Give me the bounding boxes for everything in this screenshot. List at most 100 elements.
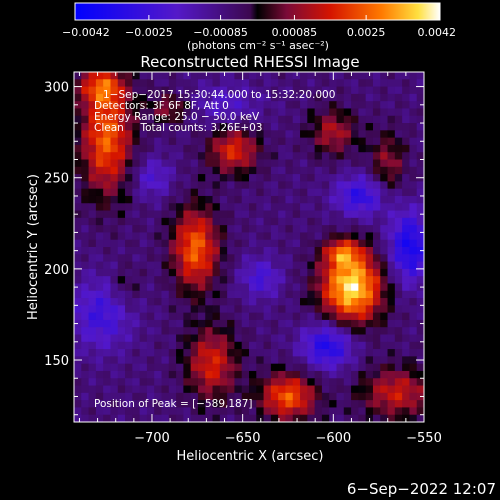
- heatmap-cell: [402, 268, 410, 277]
- heatmap-cell: [416, 123, 424, 131]
- heatmap-cell: [81, 188, 89, 197]
- heatmap-cell: [227, 385, 235, 394]
- heatmap-cell: [307, 166, 316, 175]
- heatmap-cell: [292, 349, 301, 357]
- heatmap-cell: [343, 210, 352, 219]
- heatmap-cell: [132, 108, 141, 117]
- heatmap-cell: [409, 312, 418, 321]
- heatmap-cell: [176, 400, 184, 408]
- heatmap-cell: [117, 327, 126, 335]
- heatmap-cell: [197, 101, 206, 109]
- heatmap-cell: [263, 305, 272, 314]
- heatmap-cell: [329, 137, 337, 146]
- heatmap-cell: [263, 137, 272, 146]
- heatmap-cell: [241, 166, 250, 175]
- heatmap-cell: [125, 283, 133, 292]
- heatmap-cell: [234, 130, 243, 139]
- heatmap-cell: [307, 305, 316, 314]
- heatmap-cell: [249, 370, 257, 379]
- heatmap-cell: [314, 210, 323, 219]
- heatmap-cell: [74, 79, 82, 87]
- heatmap-cell: [336, 363, 345, 372]
- heatmap-cell: [205, 305, 213, 314]
- heatmap-cell: [394, 312, 403, 321]
- heatmap-cell: [372, 363, 381, 372]
- heatmap-cell: [351, 247, 359, 255]
- heatmap-cell: [234, 195, 243, 204]
- heatmap-cell: [307, 188, 316, 197]
- heatmap-cell: [241, 144, 250, 153]
- heatmap-cell: [88, 276, 97, 284]
- heatmap-cell: [256, 385, 264, 394]
- heatmap-cell: [88, 130, 97, 139]
- heatmap-cell: [132, 195, 141, 204]
- heatmap-cell: [351, 276, 359, 284]
- heatmap-cell: [168, 407, 177, 416]
- heatmap-cell: [95, 290, 104, 299]
- heatmap-cell: [278, 312, 286, 321]
- heatmap-cell: [95, 363, 104, 372]
- heatmap-cell: [88, 93, 97, 102]
- heatmap-cell: [234, 356, 243, 365]
- heatmap-cell: [183, 392, 192, 401]
- heatmap-cell: [300, 319, 308, 328]
- heatmap-cell: [365, 276, 374, 284]
- heatmap-cell: [95, 101, 104, 109]
- heatmap-cell: [205, 203, 213, 211]
- heatmap-cell: [292, 385, 301, 394]
- heatmap-cell: [256, 392, 264, 401]
- heatmap-cell: [365, 123, 374, 131]
- heatmap-cell: [197, 400, 206, 408]
- heatmap-cell: [351, 232, 359, 241]
- heatmap-cell: [285, 370, 294, 379]
- heatmap-cell: [125, 392, 133, 401]
- heatmap-cell: [402, 130, 410, 139]
- heatmap-cell: [74, 312, 82, 321]
- heatmap-cell: [95, 93, 104, 102]
- heatmap-cell: [110, 93, 119, 102]
- heatmap-cell: [110, 166, 119, 175]
- heatmap-cell: [190, 283, 199, 292]
- heatmap-cell: [132, 144, 141, 153]
- heatmap-cell: [205, 400, 213, 408]
- heatmap-cell: [409, 247, 418, 255]
- heatmap-cell: [314, 79, 323, 87]
- heatmap-cell: [110, 174, 119, 182]
- heatmap-cell: [372, 217, 381, 226]
- heatmap-cell: [307, 86, 316, 95]
- heatmap-cell: [81, 159, 89, 168]
- heatmap-cell: [125, 195, 133, 204]
- heatmap-cell: [402, 261, 410, 270]
- heatmap-cell: [300, 290, 308, 299]
- heatmap-cell: [416, 152, 424, 160]
- heatmap-cell: [241, 261, 250, 270]
- heatmap-cell: [81, 101, 89, 109]
- heatmap-cell: [343, 290, 352, 299]
- heatmap-cell: [300, 144, 308, 153]
- heatmap-cell: [190, 79, 199, 87]
- heatmap-cell: [125, 174, 133, 182]
- heatmap-cell: [219, 130, 228, 139]
- heatmap-cell: [197, 217, 206, 226]
- heatmap-cell: [285, 327, 294, 335]
- heatmap-cell: [343, 181, 352, 190]
- heatmap-cell: [336, 79, 345, 87]
- heatmap-cell: [351, 159, 359, 168]
- heatmap-cell: [110, 72, 119, 80]
- heatmap-cell: [183, 203, 192, 211]
- heatmap-cell: [402, 203, 410, 211]
- heatmap-cell: [292, 268, 301, 277]
- heatmap-cell: [161, 312, 170, 321]
- heatmap-cell: [95, 392, 104, 401]
- heatmap-cell: [270, 305, 279, 314]
- heatmap-cell: [394, 86, 403, 95]
- heatmap-cell: [292, 210, 301, 219]
- heatmap-cell: [212, 225, 221, 233]
- heatmap-cell: [351, 341, 359, 350]
- heatmap-cell: [132, 276, 141, 284]
- heatmap-cell: [380, 254, 388, 262]
- heatmap-cell: [365, 144, 374, 153]
- heatmap-cell: [321, 276, 330, 284]
- heatmap-cell: [416, 312, 424, 321]
- heatmap-cell: [321, 130, 330, 139]
